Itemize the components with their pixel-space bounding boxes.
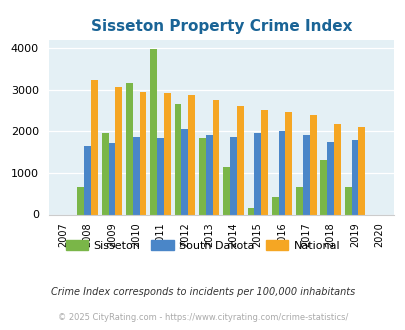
Bar (247, 208, 254, 214)
Bar (320, 160, 326, 214)
Bar (236, 106, 243, 214)
Bar (139, 92, 146, 214)
Bar (188, 95, 194, 214)
Bar (150, 49, 157, 214)
Bar (223, 167, 230, 214)
Bar (295, 187, 302, 214)
Bar (91, 80, 98, 214)
Bar (333, 124, 340, 214)
Bar (254, 133, 260, 214)
Bar (132, 138, 139, 214)
Bar (126, 83, 132, 214)
Bar (285, 113, 292, 214)
Bar (271, 197, 278, 214)
Legend: Sisseton, South Dakota, National: Sisseton, South Dakota, National (61, 236, 344, 255)
Bar (302, 135, 309, 214)
Bar (344, 187, 351, 214)
Text: Crime Index corresponds to incidents per 100,000 inhabitants: Crime Index corresponds to incidents per… (51, 287, 354, 297)
Bar (351, 140, 358, 214)
Bar (108, 143, 115, 214)
Bar (260, 111, 267, 214)
Bar (164, 93, 170, 214)
Bar (181, 129, 188, 214)
Bar (278, 131, 285, 214)
Bar (84, 146, 91, 214)
Bar (309, 115, 316, 214)
Bar (101, 133, 108, 214)
Bar (77, 187, 84, 214)
Bar (174, 104, 181, 214)
Bar (358, 127, 364, 214)
Bar (230, 137, 236, 214)
Title: Sisseton Property Crime Index: Sisseton Property Crime Index (90, 19, 351, 34)
Bar (115, 87, 122, 214)
Bar (157, 138, 164, 214)
Text: © 2025 CityRating.com - https://www.cityrating.com/crime-statistics/: © 2025 CityRating.com - https://www.city… (58, 313, 347, 322)
Bar (198, 138, 205, 214)
Bar (212, 100, 219, 214)
Bar (326, 143, 333, 214)
Bar (205, 135, 212, 214)
